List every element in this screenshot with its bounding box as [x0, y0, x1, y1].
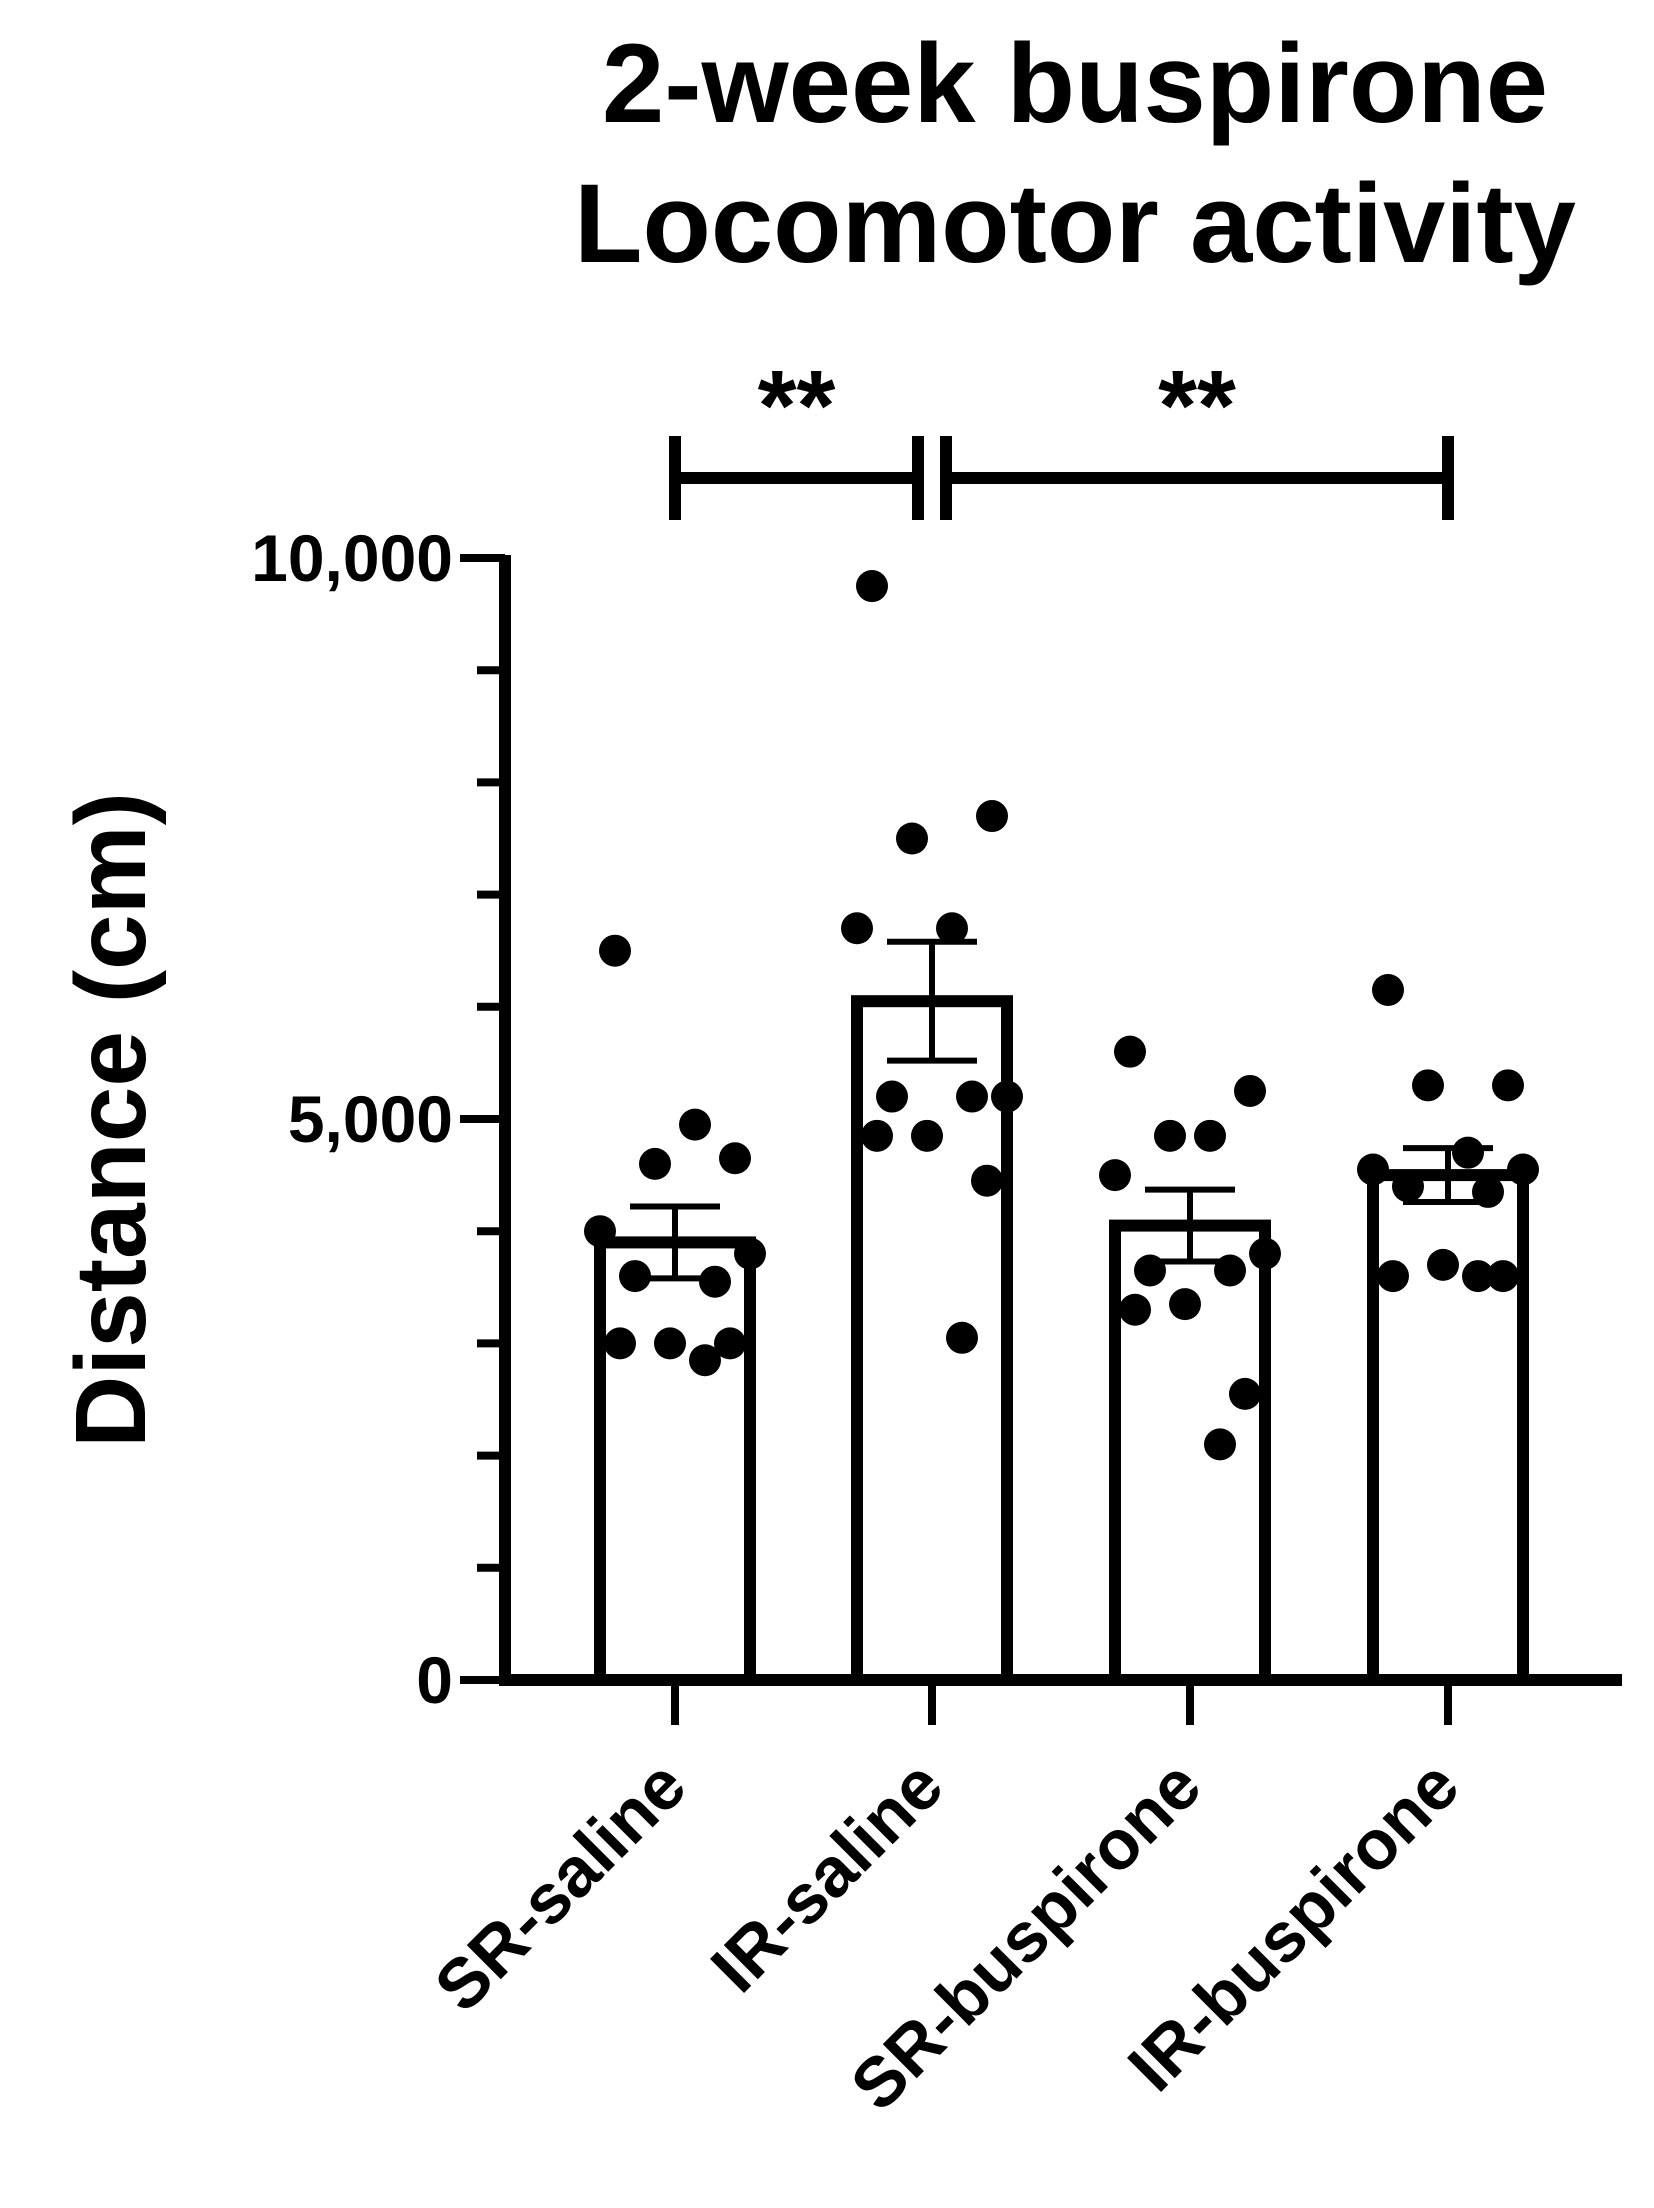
x-tick-label: SR-saline [420, 1745, 701, 2026]
x-tick-label: IR-saline [696, 1745, 957, 2006]
data-point [714, 1327, 746, 1360]
data-point [1119, 1293, 1151, 1326]
significance-label: ** [758, 350, 836, 462]
data-point [1462, 1260, 1494, 1293]
data-point [689, 1344, 721, 1377]
data-point [841, 912, 873, 945]
data-point [1229, 1377, 1261, 1410]
data-point [1099, 1159, 1131, 1192]
data-point [1487, 1260, 1519, 1293]
data-point [1507, 1153, 1539, 1186]
data-point [1492, 1069, 1524, 1102]
data-point [861, 1119, 893, 1152]
bar [594, 1236, 756, 1687]
data-point [856, 570, 888, 603]
data-point [1452, 1136, 1484, 1169]
data-point [1392, 1170, 1424, 1203]
data-point [896, 822, 928, 855]
data-point [1234, 1074, 1266, 1107]
data-point [584, 1215, 616, 1248]
significance-label: ** [1158, 350, 1236, 462]
data-point [639, 1147, 671, 1180]
data-point [599, 934, 631, 967]
data-point [1412, 1069, 1444, 1102]
chart-title-line-2: Locomotor activity [574, 161, 1576, 286]
data-point [1194, 1119, 1226, 1152]
chart-title-line-1: 2-week buspirone [602, 21, 1548, 146]
y-tick-label: 10,000 [251, 521, 453, 595]
data-point [876, 1080, 908, 1113]
data-point [991, 1080, 1023, 1113]
data-point [911, 1119, 943, 1152]
y-tick-label: 5,000 [288, 1082, 453, 1156]
data-point [1154, 1119, 1186, 1152]
data-point [1204, 1428, 1236, 1461]
data-point [936, 912, 968, 945]
y-tick-label: 0 [416, 1643, 453, 1717]
data-point [1372, 973, 1404, 1006]
data-point [654, 1327, 686, 1360]
data-point [971, 1164, 1003, 1197]
data-point [1114, 1035, 1146, 1068]
data-point [734, 1237, 766, 1270]
data-point [604, 1327, 636, 1360]
data-point [699, 1265, 731, 1298]
data-point [1377, 1260, 1409, 1293]
data-point [976, 800, 1008, 833]
data-point [946, 1321, 978, 1354]
y-axis-label: Distance (cm) [55, 792, 167, 1448]
plot-area: 05,00010,000SR-salineIR-salineSR-buspiro… [251, 350, 1622, 2125]
data-point [1427, 1248, 1459, 1281]
data-point [679, 1108, 711, 1141]
data-point [1249, 1237, 1281, 1270]
data-point [1357, 1153, 1389, 1186]
data-point [1169, 1288, 1201, 1321]
data-point [956, 1080, 988, 1113]
data-point [719, 1142, 751, 1175]
